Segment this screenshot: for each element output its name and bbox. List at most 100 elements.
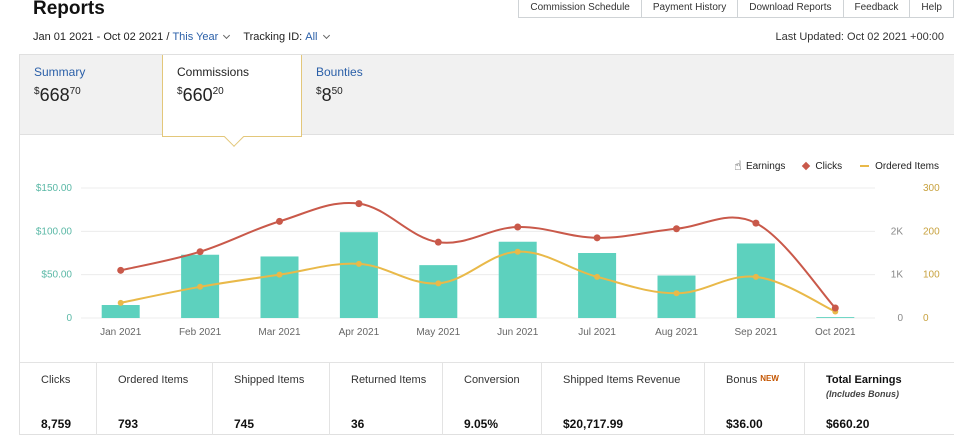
diamond-icon [802, 161, 811, 171]
ordered-items-point [752, 273, 759, 280]
earnings-bar [816, 317, 855, 318]
ordered-items-point [355, 260, 362, 267]
clicks-point [752, 219, 760, 227]
chevron-down-icon[interactable] [223, 31, 231, 40]
stat-returned-items: Returned Items 36 [330, 363, 443, 435]
earnings-bar [339, 232, 378, 318]
y-left-tick-label: $150.00 [36, 183, 73, 194]
y-right-outer-tick-label: 200 [923, 226, 940, 237]
legend-earnings[interactable]: ☝ Earnings [734, 158, 786, 173]
clicks-point [673, 225, 680, 233]
stat-value: 793 [118, 417, 139, 431]
y-right-outer-tick-label: 300 [923, 183, 940, 194]
clicks-point [196, 248, 204, 256]
ordered-items-line [120, 250, 836, 313]
commission-schedule-button[interactable]: Commission Schedule [518, 0, 642, 18]
stat-label: Total Earnings [826, 374, 902, 386]
stat-value: 8,759 [41, 417, 72, 431]
date-range: Jan 01 2021 - Oct 02 2021 / [33, 31, 170, 43]
tab-label: Bounties [316, 65, 363, 79]
clicks-point [514, 223, 522, 231]
y-left-tick-label: 0 [66, 313, 72, 324]
filter-bar: Jan 01 2021 - Oct 02 2021 / This Year Tr… [33, 31, 330, 43]
tab-summary[interactable]: Summary $66870 [20, 55, 162, 135]
tab-pointer [224, 127, 244, 147]
help-button[interactable]: Help [909, 0, 954, 18]
stat-label: Bonus NEW [726, 374, 779, 386]
x-tick-label: Jul 2021 [578, 327, 616, 338]
download-reports-button[interactable]: Download Reports [737, 0, 844, 18]
stat-label: Returned Items [351, 374, 427, 386]
y-left-tick-label: $100.00 [36, 226, 73, 237]
summary-tabs: Summary $66870 Commissions $66020 Bounti… [20, 55, 954, 147]
legend-clicks[interactable]: Clicks [802, 161, 842, 172]
tab-commissions[interactable]: Commissions $66020 [162, 55, 302, 147]
stat-label: Conversion [464, 374, 520, 386]
ordered-items-point [197, 283, 204, 290]
x-tick-label: Feb 2021 [179, 327, 222, 338]
chart-legend: ☝ Earnings Clicks Ordered Items [716, 158, 939, 174]
tracking-id-label: Tracking ID: [243, 31, 303, 43]
ordered-items-point [594, 273, 601, 280]
stat-label: Clicks [41, 374, 71, 386]
stat-total-earnings: Total Earnings (Includes Bonus) $660.20 [805, 363, 954, 435]
x-tick-label: Mar 2021 [258, 327, 301, 338]
stat-clicks: Clicks 8,759 [20, 363, 97, 435]
ordered-items-point [435, 280, 442, 287]
feedback-button[interactable]: Feedback [842, 0, 911, 18]
x-tick-label: Jan 2021 [100, 327, 142, 338]
x-tick-label: Aug 2021 [655, 327, 698, 338]
y-right-outer-tick-label: 100 [923, 270, 940, 281]
tab-value: $66870 [34, 85, 81, 105]
clicks-point [276, 217, 283, 225]
stats-bar: Clicks 8,759 Ordered Items 793 Shipped I… [20, 362, 954, 435]
stat-shipped-items: Shipped Items 745 [213, 363, 330, 435]
y-right-outer-tick-label: 0 [923, 313, 929, 324]
clicks-point [355, 200, 363, 208]
ordered-items-point [673, 290, 680, 297]
earnings-bar [578, 253, 617, 318]
clicks-point [831, 304, 839, 312]
tab-value: $850 [316, 85, 343, 105]
chevron-down-icon[interactable] [322, 31, 330, 40]
earnings-bar [657, 275, 696, 318]
earnings-chart: 0 $50.00 $100.00 $150.00 0 1K 2K 0 100 200 300 Jan … [36, 183, 940, 338]
earnings-bar [260, 256, 299, 318]
stat-shipped-items-revenue: Shipped Items Revenue $20,717.99 [542, 363, 705, 435]
stat-value: $20,717.99 [563, 417, 624, 431]
legend-ordered-items[interactable]: Ordered Items [860, 161, 939, 172]
x-tick-label: Apr 2021 [339, 327, 380, 338]
tab-bounties[interactable]: Bounties $850 [302, 55, 442, 135]
page-title: Reports [33, 0, 105, 19]
stat-value: 9.05% [464, 417, 499, 431]
stat-bonus: Bonus NEW $36.00 [705, 363, 805, 435]
stat-ordered-items: Ordered Items 793 [97, 363, 213, 435]
clicks-point [434, 238, 442, 246]
line-marker-icon [860, 165, 870, 167]
stat-label: Ordered Items [118, 374, 189, 386]
stat-label: Shipped Items Revenue [563, 374, 681, 386]
tab-label: Commissions [177, 65, 250, 79]
x-tick-label: Jun 2021 [497, 327, 539, 338]
stat-value: 36 [351, 417, 365, 431]
clicks-point [117, 266, 125, 274]
new-badge: NEW [760, 374, 779, 383]
ordered-items-point [276, 271, 283, 278]
period-dropdown[interactable]: This Year [172, 31, 219, 43]
earnings-bar [736, 243, 775, 318]
stat-value: $36.00 [726, 417, 763, 431]
hand-cursor-icon: ☝ [734, 158, 742, 173]
report-panel: Summary $66870 Commissions $66020 Bounti… [19, 54, 954, 435]
x-tick-label: Sep 2021 [734, 327, 777, 338]
y-right-inner-tick-label: 1K [891, 270, 904, 281]
earnings-bar [101, 305, 140, 318]
y-right-inner-tick-label: 2K [891, 226, 904, 237]
payment-history-button[interactable]: Payment History [640, 0, 739, 18]
last-updated: Last Updated: Oct 02 2021 +00:00 [775, 31, 945, 43]
clicks-line [120, 201, 837, 309]
stat-value: 745 [234, 417, 255, 431]
stat-value: $660.20 [826, 417, 870, 431]
tab-label: Summary [34, 65, 86, 79]
tab-value: $66020 [177, 85, 224, 105]
tracking-id-dropdown[interactable]: All [305, 31, 318, 43]
